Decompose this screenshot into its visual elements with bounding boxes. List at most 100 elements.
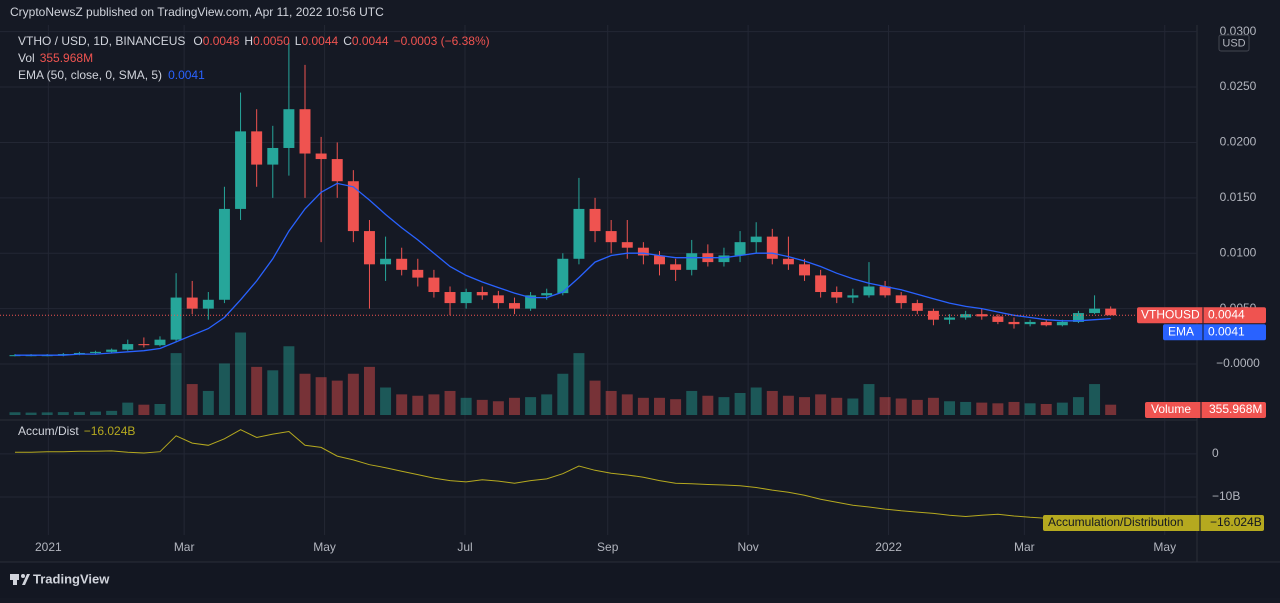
volume-bar: [25, 412, 37, 415]
candle-body: [686, 253, 698, 270]
volume-bar: [557, 373, 569, 415]
volume-bar: [380, 387, 392, 415]
x-tick-label: 2022: [875, 540, 902, 554]
x-tick-label: Mar: [174, 540, 195, 554]
volume-bar: [621, 394, 633, 415]
volume-bar: [299, 373, 311, 415]
candle-body: [476, 292, 488, 296]
candle-body: [299, 109, 311, 154]
candle-body: [863, 286, 875, 296]
candle-body: [589, 208, 601, 232]
ema-tag-box: [1163, 324, 1266, 341]
candle-body: [283, 109, 295, 148]
volume-bar: [412, 395, 424, 415]
candle-body: [1024, 321, 1036, 325]
candle-body: [509, 303, 520, 309]
volume-bar: [444, 390, 456, 415]
volume-bar: [186, 384, 198, 415]
candle-body: [960, 314, 972, 318]
candle-body: [1056, 321, 1068, 326]
candle-body: [637, 247, 649, 256]
candle-body: [218, 208, 230, 300]
volume-tag-value: 355.968M: [1209, 402, 1262, 416]
ema-name: EMA (50, close, 0, SMA, 5): [18, 68, 162, 82]
y-tick-label: 0.0300: [1220, 24, 1257, 38]
candle-body: [154, 339, 166, 346]
candle-body: [428, 277, 440, 293]
volume-bar: [702, 395, 714, 415]
ad-legend: Accum/Dist −16.024B: [18, 424, 135, 438]
volume-bar: [766, 390, 778, 415]
volume-bar: [57, 412, 69, 415]
volume-bar: [476, 399, 488, 415]
volume-bar: [976, 402, 988, 415]
volume-bar: [1008, 401, 1020, 415]
labels: 2021 Mar May Jul Sep Nov 2022 Mar May 0.0300 0.025…: [35, 24, 1266, 554]
price-tag: VTHOUSD: [1141, 307, 1200, 321]
footer-bar: [0, 562, 1280, 598]
ohlc-key: L: [295, 34, 302, 48]
candle-body: [1072, 313, 1084, 322]
volume-bar: [637, 397, 649, 415]
volume-bar: [718, 397, 730, 415]
candle-body: [315, 153, 327, 160]
volume-tag-box: [1145, 402, 1266, 418]
candle-body: [90, 351, 102, 353]
volume-bar: [138, 404, 150, 415]
volume-bar: [460, 397, 472, 415]
volume-bar: [396, 394, 408, 415]
candle-body: [911, 303, 923, 311]
ema-last: 0.0041: [168, 68, 205, 82]
candle-body: [9, 355, 21, 357]
volume-bar: [73, 411, 85, 415]
candle-body: [654, 255, 665, 265]
volume-bar: [90, 411, 102, 415]
volume-bar: [879, 397, 891, 415]
candle-body: [267, 147, 279, 165]
candle-body: [718, 255, 730, 263]
volume-bar: [122, 402, 134, 415]
volume-bar: [654, 397, 665, 415]
publisher: CryptoNewsZ published on TradingView.com…: [10, 5, 384, 19]
candles: [9, 42, 1117, 357]
volume-bar: [283, 346, 295, 415]
volume-bar: [1040, 404, 1052, 415]
x-tick-label: Jul: [457, 540, 472, 554]
volume-bar: [41, 412, 53, 415]
ema-legend: EMA (50, close, 0, SMA, 5) 0.0041: [18, 68, 205, 82]
volume-bar: [799, 397, 811, 415]
ohlc-value: 0.0050: [253, 34, 290, 48]
ohlc-value: 0.0044: [352, 34, 389, 48]
candle-body: [460, 292, 472, 304]
candle-body: [750, 236, 762, 243]
candle-body: [106, 349, 118, 352]
candle-body: [1008, 321, 1020, 325]
volume-bar: [428, 394, 440, 415]
candle-body: [492, 295, 504, 304]
ad-last: −16.024B: [84, 424, 136, 438]
candle-body: [186, 297, 198, 309]
candle-body: [1089, 308, 1101, 314]
symbol: VTHO / USD, 1D, BINANCEUS: [18, 34, 185, 48]
volume-bar: [734, 393, 746, 415]
ema-tag-value: 0.0041: [1208, 324, 1245, 338]
volume-bar: [670, 399, 682, 415]
volume-bar: [154, 404, 166, 415]
brand-logo: [10, 574, 30, 585]
volume-bar: [492, 401, 504, 415]
y-tick-label: −0.0000: [1216, 356, 1260, 370]
volume-bar: [895, 398, 907, 415]
volume-name: Vol: [18, 51, 35, 65]
ema-tag: EMA: [1168, 324, 1194, 338]
volume-bar: [1024, 403, 1036, 415]
volume-bar: [525, 397, 537, 415]
ad-tag: Accumulation/Distribution: [1048, 515, 1183, 529]
volume-bar: [541, 394, 553, 415]
volume-bar: [863, 384, 875, 415]
volume-bar: [218, 363, 230, 415]
candle-body: [734, 242, 746, 256]
ad-name: Accum/Dist: [18, 424, 79, 438]
candle-body: [541, 293, 553, 296]
volume-bar: [911, 399, 923, 415]
